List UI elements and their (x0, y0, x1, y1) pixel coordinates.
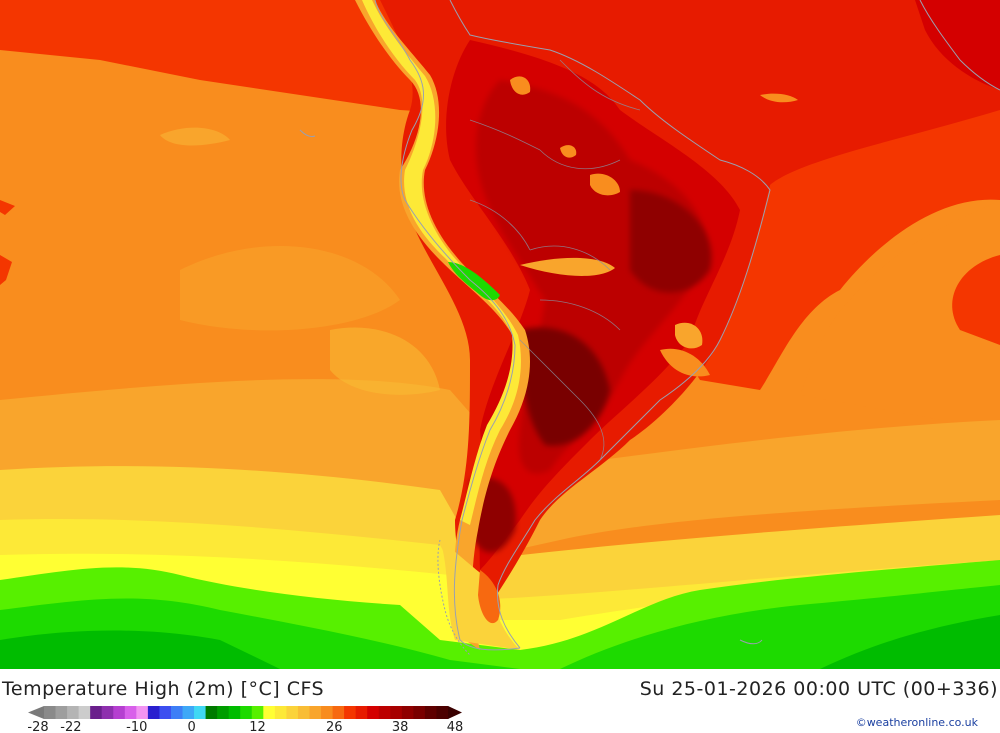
legend-swatches (28, 706, 462, 719)
legend-swatch (44, 706, 56, 719)
temperature-fields (0, 0, 1000, 669)
legend-swatch (286, 706, 299, 719)
legend-swatch (147, 706, 160, 719)
legend-swatch (55, 706, 68, 719)
footer (0, 669, 1000, 733)
legend-swatch (321, 706, 333, 719)
legend-swatch (390, 706, 403, 719)
legend-swatch (170, 706, 183, 719)
legend-swatch (263, 706, 276, 719)
legend-swatch (424, 706, 437, 719)
legend-swatch (113, 706, 126, 719)
legend-swatch (367, 706, 380, 719)
legend-swatch (355, 706, 368, 719)
legend-swatch (297, 706, 310, 719)
color-legend: -28 -22 -10 0 12 26 38 48 (27, 706, 463, 733)
legend-tick-label: 26 (326, 720, 343, 733)
legend-swatch (240, 706, 253, 719)
legend-tick-label: -22 (60, 720, 81, 733)
legend-tick-label: 12 (249, 720, 266, 733)
valid-time: Su 25-01-2026 00:00 UTC (00+336) (639, 678, 998, 700)
legend-swatch (90, 706, 103, 719)
legend-swatch (344, 706, 357, 719)
legend-swatch (332, 706, 345, 719)
legend-swatch (413, 706, 426, 719)
credit-link[interactable]: ©weatheronline.co.uk (855, 716, 978, 729)
legend-swatch (182, 706, 195, 719)
legend-swatch (67, 706, 80, 719)
legend-swatch (217, 706, 230, 719)
legend-tick-label: 38 (392, 720, 409, 733)
legend-swatch (205, 706, 218, 719)
legend-swatch (309, 706, 322, 719)
legend-swatch (78, 706, 91, 719)
legend-tick-label: 48 (447, 720, 464, 733)
legend-swatch (194, 706, 206, 719)
country-borders (469, 59, 641, 461)
legend-swatch (159, 706, 172, 719)
legend-swatch (101, 706, 114, 719)
legend-swatch (228, 706, 241, 719)
legend-tick-label: 0 (187, 720, 195, 733)
legend-arrow-low (28, 706, 44, 719)
temperature-map (0, 0, 1000, 669)
legend-tick-label: -28 (27, 720, 48, 733)
legend-swatch (251, 706, 264, 719)
legend-ticks: -28 -22 -10 0 12 26 38 48 (27, 720, 463, 733)
legend-swatch (124, 706, 137, 719)
legend-swatch (401, 706, 414, 719)
legend-swatch (378, 706, 391, 719)
map-title: Temperature High (2m) [°C] CFS (2, 678, 325, 700)
legend-tick-label: -10 (126, 720, 147, 733)
legend-arrow-high (448, 706, 462, 719)
legend-swatch (274, 706, 287, 719)
coastlines (299, 0, 1000, 656)
legend-swatch (436, 706, 449, 719)
legend-swatch (136, 706, 149, 719)
